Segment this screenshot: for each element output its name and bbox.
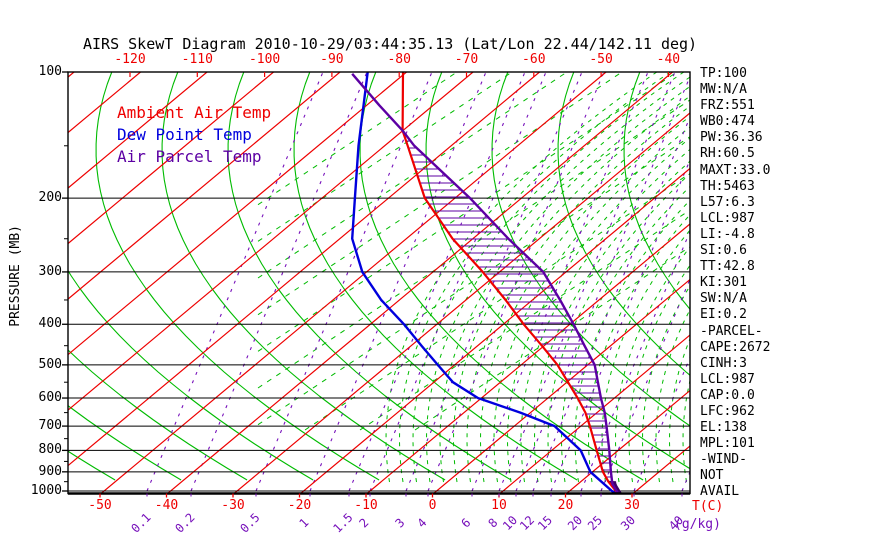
stat-line: CAP:0.0 [700,387,755,403]
stat-line: KI:301 [700,275,747,291]
stat-line: -PARCEL- [700,323,763,339]
bottom-temp-tick-label: 30 [624,498,640,513]
top-temp-tick-label: -40 [656,52,681,67]
stat-line: -WIND- [700,452,747,468]
stat-line: TP:100 [700,66,747,81]
stat-line: L57:6.3 [700,194,755,210]
stat-line: CAPE:2672 [700,339,771,355]
stat-line: LCL:987 [700,210,755,226]
stat-line: EI:0.2 [700,307,747,323]
stat-line: FRZ:551 [700,98,755,114]
stat-line: MW:N/A [700,82,747,98]
bottom-temp-tick-label: 0 [428,498,437,513]
stat-line: MAXT:33.0 [700,162,771,178]
stat-line: SW:N/A [700,291,747,307]
sounding-curves [351,71,619,495]
legend-air-parcel: Air Parcel Temp [117,147,262,166]
legend-ambient-temp: Ambient Air Temp [117,103,272,122]
plot-frame [62,71,691,498]
pressure-tick-label: 400 [38,316,62,332]
stat-line: LCL:987 [700,371,755,387]
top-temp-tick-label: -80 [387,52,411,67]
cape-hatch-area [407,140,622,494]
bottom-temp-tick-label: -50 [88,498,112,513]
top-temp-tick-label: -90 [320,52,344,67]
sounding-indices-panel: TP:100 MW:N/A FRZ:551 WB0:474 PW:36.36 RH:60.… [700,66,770,501]
stat-line: RH:60.5 [700,146,755,162]
stat-line: TH:5463 [700,178,755,194]
pressure-tick-label: 200 [38,190,62,206]
stat-line: TT:42.8 [700,259,755,275]
top-temp-tick-label: -50 [589,52,613,67]
bottom-temp-tick-label: 10 [491,498,507,513]
top-temp-tick-label: -120 [114,52,146,67]
pressure-tick-label: 900 [38,463,62,479]
mixing-ratio-unit-label: (g/kg) [674,517,721,532]
pressure-tick-label: 300 [38,263,62,279]
chart-title: AIRS SkewT Diagram 2010-10-29/03:44:35.1… [83,35,698,53]
legend-dew-point: Dew Point Temp [117,125,252,144]
stat-line: NOT [700,468,724,484]
stat-line: MPL:101 [700,436,755,452]
bottom-temp-tick-label: -10 [354,498,378,513]
pressure-tick-label: 600 [38,390,62,406]
pressure-tick-label: 500 [38,356,62,372]
top-temp-tick-label: -110 [181,52,213,67]
top-temp-tick-label: -100 [248,52,281,67]
stat-line: AVAIL [700,484,740,500]
top-temp-tick-label: -60 [522,52,546,67]
stat-line: CINH:3 [700,355,747,371]
stat-line: SI:0.6 [700,243,747,259]
stat-line: EL:138 [700,420,747,436]
bottom-temp-tick-label: -40 [154,498,179,513]
pressure-tick-label: 1000 [30,483,62,498]
bottom-temp-tick-label: -20 [287,498,312,513]
top-temp-tick-label: -70 [454,52,479,67]
pressure-tick-label: 100 [38,64,62,79]
stat-line: LI:-4.8 [700,226,755,242]
pressure-tick-label: 800 [38,442,62,458]
stat-line: PW:36.36 [700,130,763,146]
bottom-temp-tick-label: 20 [557,498,574,513]
temp-unit-label: T(C) [692,499,724,514]
pressure-tick-label: 700 [38,418,62,434]
bottom-temp-tick-label: -30 [221,498,245,513]
stat-line: WB0:474 [700,114,755,130]
stat-line: LFC:962 [700,403,755,419]
